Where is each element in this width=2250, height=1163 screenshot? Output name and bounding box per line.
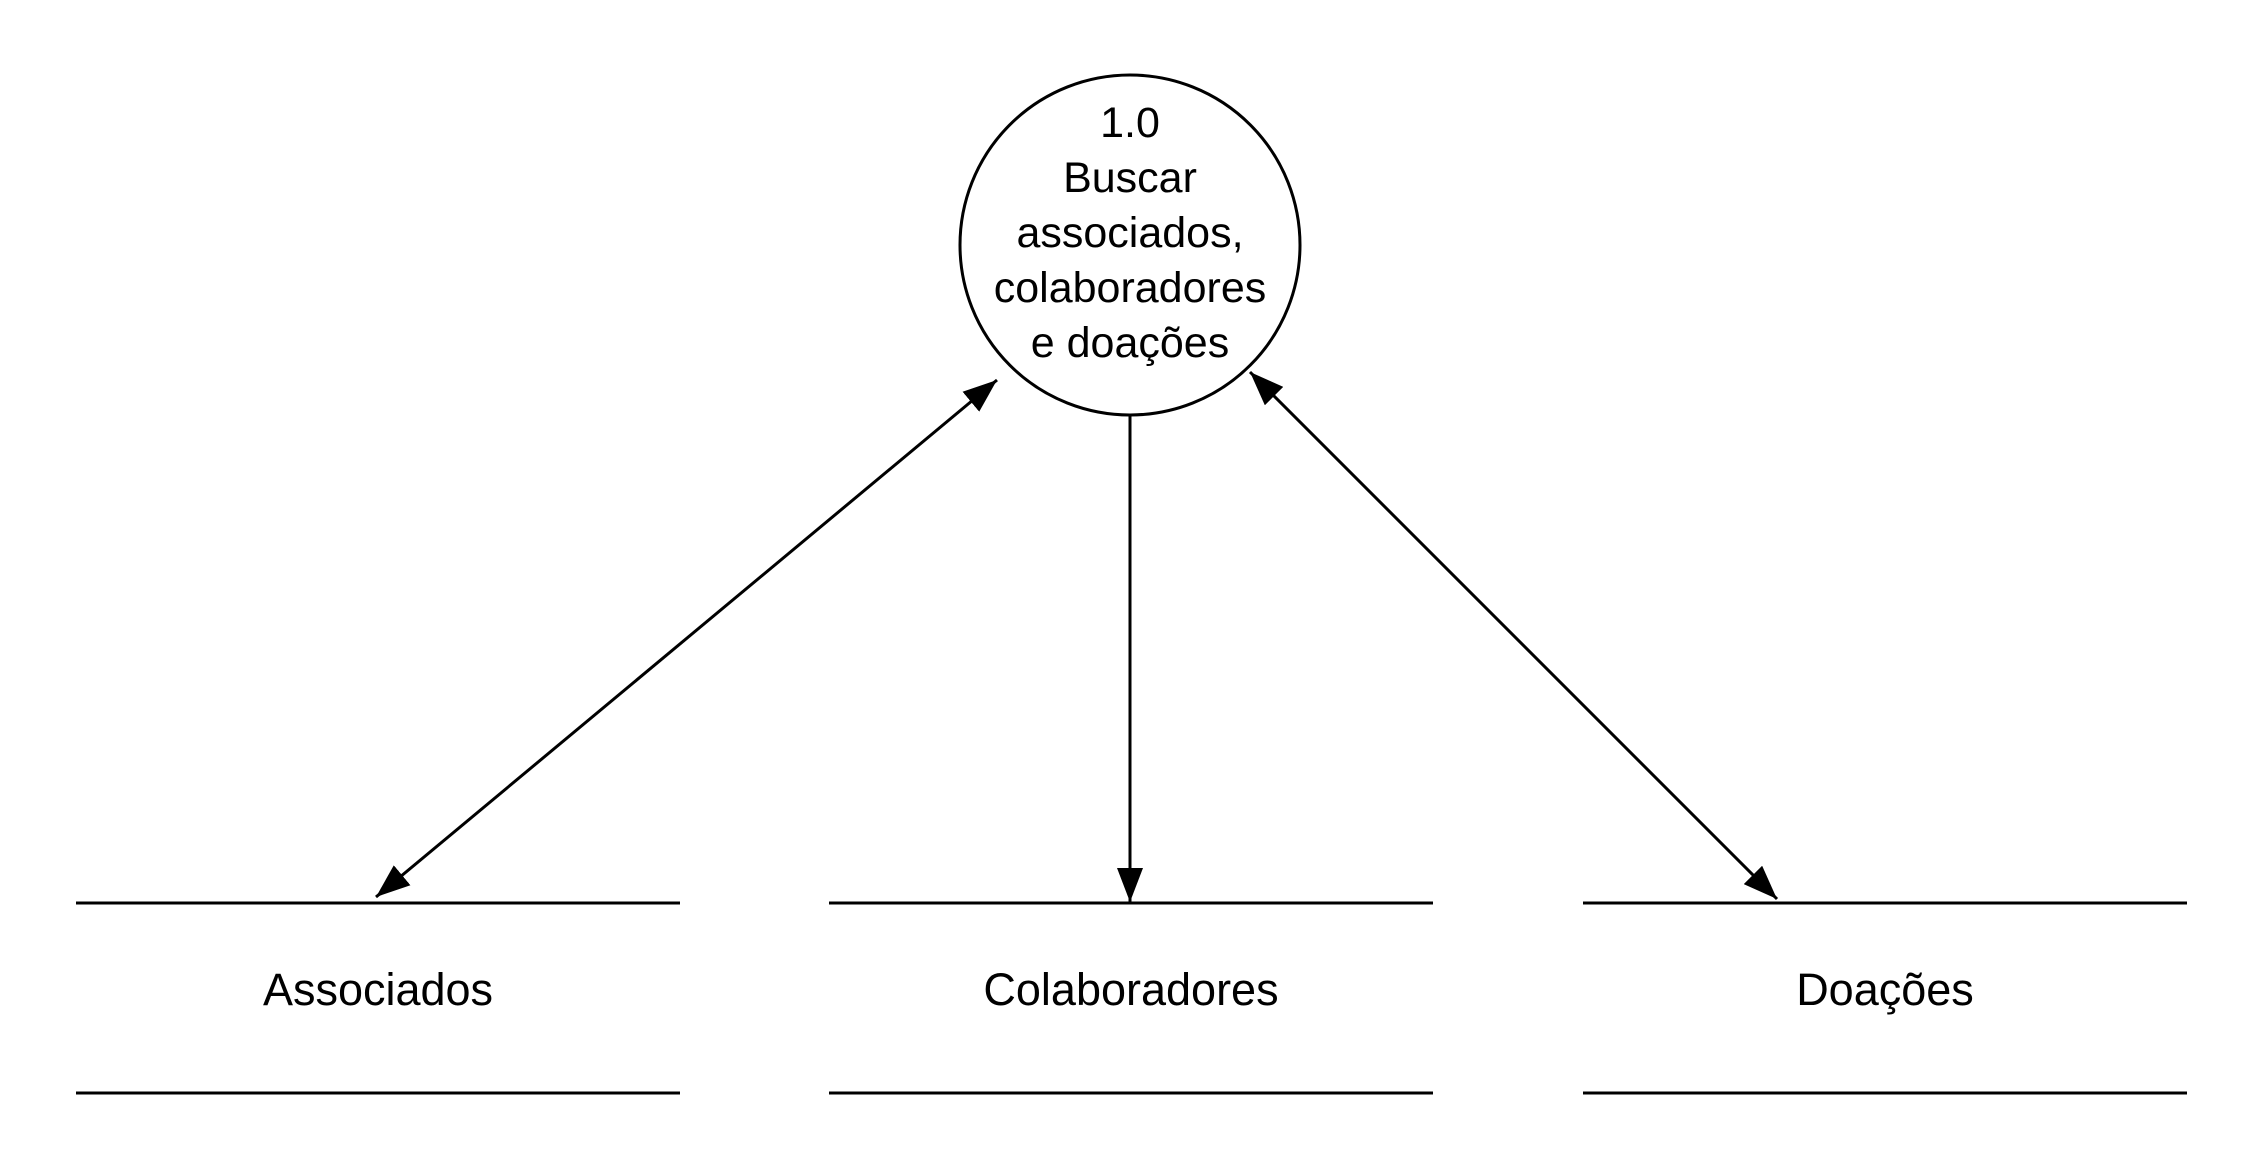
- process-label-line: colaboradores: [993, 264, 1267, 312]
- data-store-doacoes[interactable]: [1583, 901, 2187, 1095]
- data-store-associados[interactable]: [76, 901, 680, 1095]
- data-store-doacoes-label: Doações: [1796, 964, 1974, 1015]
- data-store-colaboradores-label: Colaboradores: [983, 964, 1279, 1015]
- process-label-line: associados,: [1016, 209, 1244, 257]
- process-label: 1.0 Buscar associados, colaboradores e d…: [970, 96, 1290, 371]
- flow-associados-arrow[interactable]: [375, 378, 998, 899]
- data-store-associados-label: Associados: [262, 964, 494, 1015]
- flow-doacoes-arrow[interactable]: [1248, 370, 1779, 901]
- process-label-line: e doações: [1030, 319, 1230, 367]
- data-store-colaboradores[interactable]: [829, 901, 1433, 1095]
- process-label-line: Buscar: [1063, 154, 1197, 202]
- process-number: 1.0: [1100, 99, 1160, 147]
